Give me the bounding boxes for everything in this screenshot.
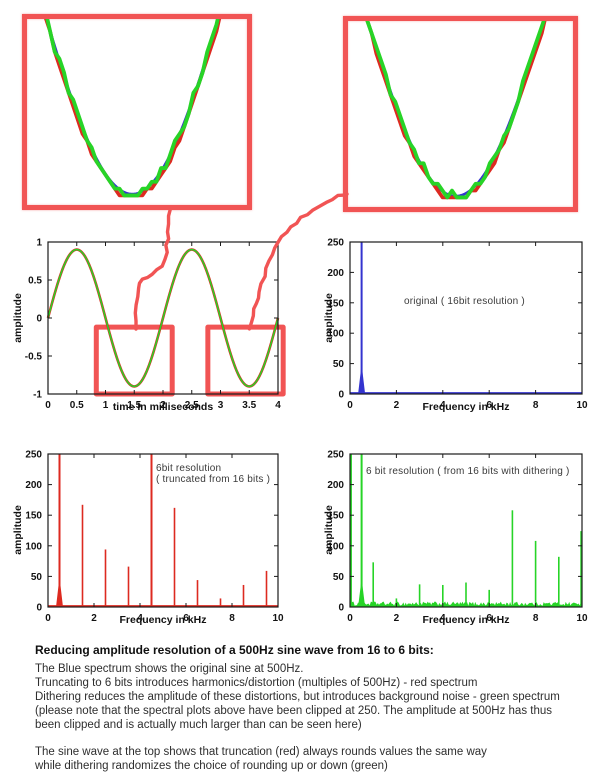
spec-dithered-xlabel: Frequency in kHz xyxy=(422,614,510,626)
inset-truncated-curve xyxy=(365,21,547,200)
y-tick-label: 150 xyxy=(327,511,344,522)
annotation-truncated-line2: ( truncated from 16 bits ) xyxy=(156,474,271,485)
y-tick-label: -0.5 xyxy=(25,352,43,363)
x-tick-label: 6 xyxy=(183,613,189,624)
spec-original-frame xyxy=(349,241,583,395)
inset-right-curves xyxy=(365,21,547,200)
y-tick-label: 100 xyxy=(327,541,344,552)
x-tick-label: 6 xyxy=(486,400,492,411)
annotation-truncated-line1: 6bit resolution xyxy=(156,463,222,474)
x-tick-label: 0 xyxy=(347,613,353,624)
annotation-truncated: 6bit resolution ( truncated from 16 bits… xyxy=(156,463,270,485)
x-tick-label: 2.5 xyxy=(185,400,199,411)
time-plot-xlabel: time in milliseconds xyxy=(112,401,214,413)
x-tick-label: 0.5 xyxy=(70,400,84,411)
y-tick-label: 250 xyxy=(327,450,344,461)
x-tick-label: 4 xyxy=(137,613,143,624)
caption-line: The sine wave at the top shows that trun… xyxy=(35,746,487,758)
x-tick-label: 4 xyxy=(275,400,281,411)
x-tick-label: 8 xyxy=(229,613,235,624)
y-tick-label: 250 xyxy=(25,450,42,461)
y-tick-label: 150 xyxy=(25,511,42,522)
y-tick-label: 0 xyxy=(36,603,42,614)
y-tick-label: 150 xyxy=(327,298,344,309)
x-tick-label: 2 xyxy=(160,400,166,411)
caption-line: Truncating to 6 bits introduces harmonic… xyxy=(35,677,478,689)
caption-line xyxy=(35,732,587,745)
x-tick-label: 10 xyxy=(576,400,588,411)
x-tick-label: 2 xyxy=(91,613,97,624)
x-tick-label: 6 xyxy=(486,613,492,624)
zoom-inset-right xyxy=(343,16,578,212)
inset-truncated-curve xyxy=(44,19,222,198)
y-tick-label: 50 xyxy=(333,359,345,370)
annotation-original: original ( 16bit resolution ) xyxy=(404,296,525,307)
y-tick-label: -1 xyxy=(33,390,42,401)
y-tick-label: 50 xyxy=(31,572,43,583)
y-tick-label: 200 xyxy=(25,480,42,491)
y-tick-label: 0.5 xyxy=(28,276,42,287)
x-tick-label: 4 xyxy=(440,613,446,624)
caption-title: Reducing amplitude resolution of a 500Hz… xyxy=(35,643,434,657)
y-tick-label: 250 xyxy=(327,238,344,249)
caption-block: Reducing amplitude resolution of a 500Hz… xyxy=(35,643,587,773)
caption-line: while dithering randomizes the choice of… xyxy=(35,760,388,772)
x-tick-label: 3 xyxy=(218,400,224,411)
x-tick-label: 2 xyxy=(394,400,400,411)
x-tick-label: 8 xyxy=(533,400,539,411)
zoom-inset-left xyxy=(22,14,252,210)
x-tick-label: 0 xyxy=(45,400,51,411)
inset-dithered-curve xyxy=(365,21,546,200)
inset-original-curve xyxy=(366,21,545,198)
spec-truncated-frame xyxy=(47,453,279,608)
time-domain-plot: 0 0.5 1 1.5 2 2.5 3 3.5 4 -1 -0.5 0 0.5 1 xyxy=(25,238,281,412)
sine-green xyxy=(47,248,279,388)
inset-left-curves xyxy=(44,19,222,198)
inset-dithered-curve xyxy=(45,19,220,198)
caption-lines: The Blue spectrum shows the original sin… xyxy=(35,662,587,773)
y-tick-label: 0 xyxy=(338,603,344,614)
time-content xyxy=(46,248,280,388)
x-tick-label: 1.5 xyxy=(127,400,141,411)
caption-line: The Blue spectrum shows the original sin… xyxy=(35,663,304,675)
y-tick-label: 100 xyxy=(327,329,344,340)
x-tick-label: 0 xyxy=(45,613,51,624)
spec-dithered-frame xyxy=(349,453,583,608)
x-tick-label: 3.5 xyxy=(242,400,256,411)
y-tick-label: 0 xyxy=(338,390,344,401)
inset-original-curve xyxy=(45,19,220,196)
spec-dithered-content xyxy=(349,454,582,608)
annotation-dithered: 6 bit resolution ( from 16 bits with dit… xyxy=(366,466,570,477)
x-tick-label: 4 xyxy=(440,400,446,411)
caption-line: Dithering reduces the amplitude of these… xyxy=(35,691,560,703)
y-tick-label: 200 xyxy=(327,268,344,279)
y-tick-label: 100 xyxy=(25,541,42,552)
x-tick-label: 2 xyxy=(394,613,400,624)
spec-original-content xyxy=(350,242,582,395)
y-tick-label: 50 xyxy=(333,572,345,583)
spec-original-xlabel: Frequency in kHz xyxy=(422,401,510,413)
y-tick-label: 0 xyxy=(36,314,42,325)
y-tick-label: 1 xyxy=(36,238,42,249)
x-tick-label: 0 xyxy=(347,400,353,411)
caption-line: been clipped and is actually much larger… xyxy=(35,719,362,731)
x-tick-label: 10 xyxy=(272,613,284,624)
spec-truncated-xlabel: Frequency in kHz xyxy=(119,614,207,626)
x-tick-label: 1 xyxy=(103,400,109,411)
caption-line: (please note that the spectral plots abo… xyxy=(35,705,552,717)
y-tick-label: 200 xyxy=(327,480,344,491)
x-tick-label: 8 xyxy=(533,613,539,624)
x-tick-label: 10 xyxy=(576,613,588,624)
